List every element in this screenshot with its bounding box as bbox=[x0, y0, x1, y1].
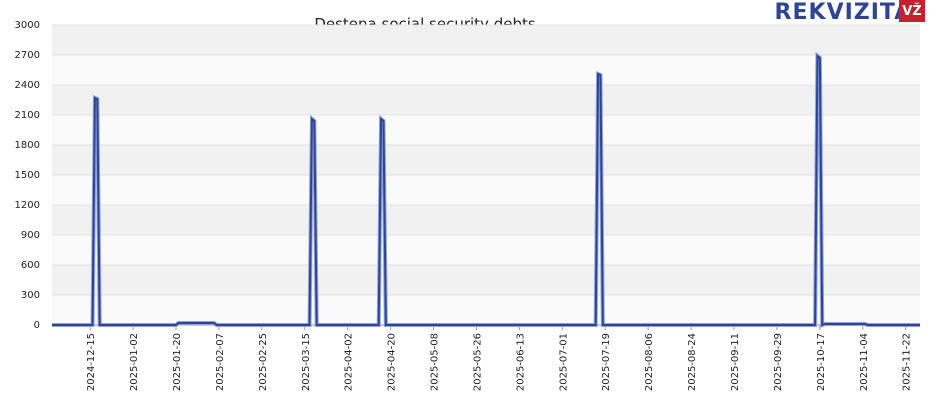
grid-band bbox=[52, 115, 920, 145]
x-tick-label: 2025-09-29 bbox=[773, 333, 784, 391]
y-tick-label: 2700 bbox=[15, 50, 40, 61]
x-tick-label: 2025-04-02 bbox=[344, 333, 355, 391]
y-tick-label: 0 bbox=[34, 320, 40, 331]
grid-band bbox=[52, 145, 920, 175]
x-tick-label: 2025-01-20 bbox=[172, 333, 183, 391]
x-tick-label: 2025-10-17 bbox=[816, 333, 827, 391]
x-tick-label: 2025-07-19 bbox=[601, 333, 612, 391]
grid-band bbox=[52, 55, 920, 85]
x-tick-label: 2025-01-02 bbox=[129, 333, 140, 391]
x-tick-label: 2025-02-25 bbox=[258, 333, 269, 391]
brand-badge-box bbox=[899, 0, 925, 22]
grid-band bbox=[52, 175, 920, 205]
y-tick-label: 1800 bbox=[15, 140, 40, 151]
y-tick-label: 600 bbox=[21, 260, 40, 271]
y-tick-label: 3000 bbox=[15, 20, 40, 31]
grid-band bbox=[52, 235, 920, 265]
grid-band bbox=[52, 205, 920, 235]
x-tick-label: 2025-11-04 bbox=[859, 333, 870, 391]
y-tick-label: 300 bbox=[21, 290, 40, 301]
x-tick-label: 2025-05-26 bbox=[472, 333, 483, 391]
y-tick-label: 1500 bbox=[15, 170, 40, 181]
y-tick-label: 2400 bbox=[15, 80, 40, 91]
series-line bbox=[52, 53, 920, 327]
x-tick-label: 2025-07-01 bbox=[558, 333, 569, 391]
x-tick-label: 2025-05-08 bbox=[430, 333, 441, 391]
x-tick-label: 2025-06-13 bbox=[515, 333, 526, 391]
grid-band bbox=[52, 265, 920, 295]
x-tick-label: 2025-03-15 bbox=[301, 333, 312, 391]
x-tick-label: 2025-08-24 bbox=[687, 333, 698, 391]
brand-badge: VŽ bbox=[902, 3, 922, 19]
x-tick-label: 2025-04-20 bbox=[387, 333, 398, 391]
grid-band bbox=[52, 85, 920, 115]
x-tick-label: 2024-12-15 bbox=[86, 333, 97, 391]
grid-band bbox=[52, 295, 920, 325]
x-tick-label: 2025-08-06 bbox=[644, 333, 655, 391]
y-tick-label: 2100 bbox=[15, 110, 40, 121]
y-tick-label: 1200 bbox=[15, 200, 40, 211]
grid-band bbox=[52, 25, 920, 55]
y-tick-label: 900 bbox=[21, 230, 40, 241]
x-tick-label: 2025-02-07 bbox=[215, 333, 226, 391]
x-tick-label: 2025-11-22 bbox=[902, 333, 913, 391]
brand-logo: REKVIZITAI bbox=[775, 0, 922, 25]
x-tick-label: 2025-09-11 bbox=[730, 333, 741, 391]
